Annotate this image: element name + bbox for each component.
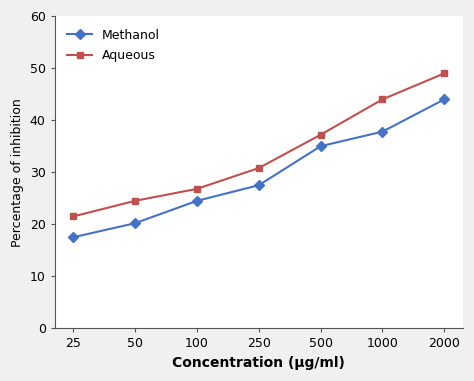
Aqueous [318,133,323,137]
Methanol [71,235,76,240]
Aqueous [71,214,76,219]
Methanol [194,199,200,203]
Line: Aqueous: Aqueous [70,70,448,220]
Legend: Methanol, Aqueous: Methanol, Aqueous [61,22,166,68]
X-axis label: Concentration (μg/ml): Concentration (μg/ml) [173,356,345,370]
Methanol [441,97,447,102]
Methanol [256,183,262,187]
Aqueous [256,166,262,170]
Aqueous [194,187,200,191]
Methanol [132,221,138,226]
Line: Methanol: Methanol [70,96,448,241]
Aqueous [132,199,138,203]
Aqueous [441,71,447,76]
Methanol [318,144,323,149]
Methanol [380,129,385,134]
Y-axis label: Percentage of inhibition: Percentage of inhibition [11,98,24,247]
Aqueous [380,97,385,102]
